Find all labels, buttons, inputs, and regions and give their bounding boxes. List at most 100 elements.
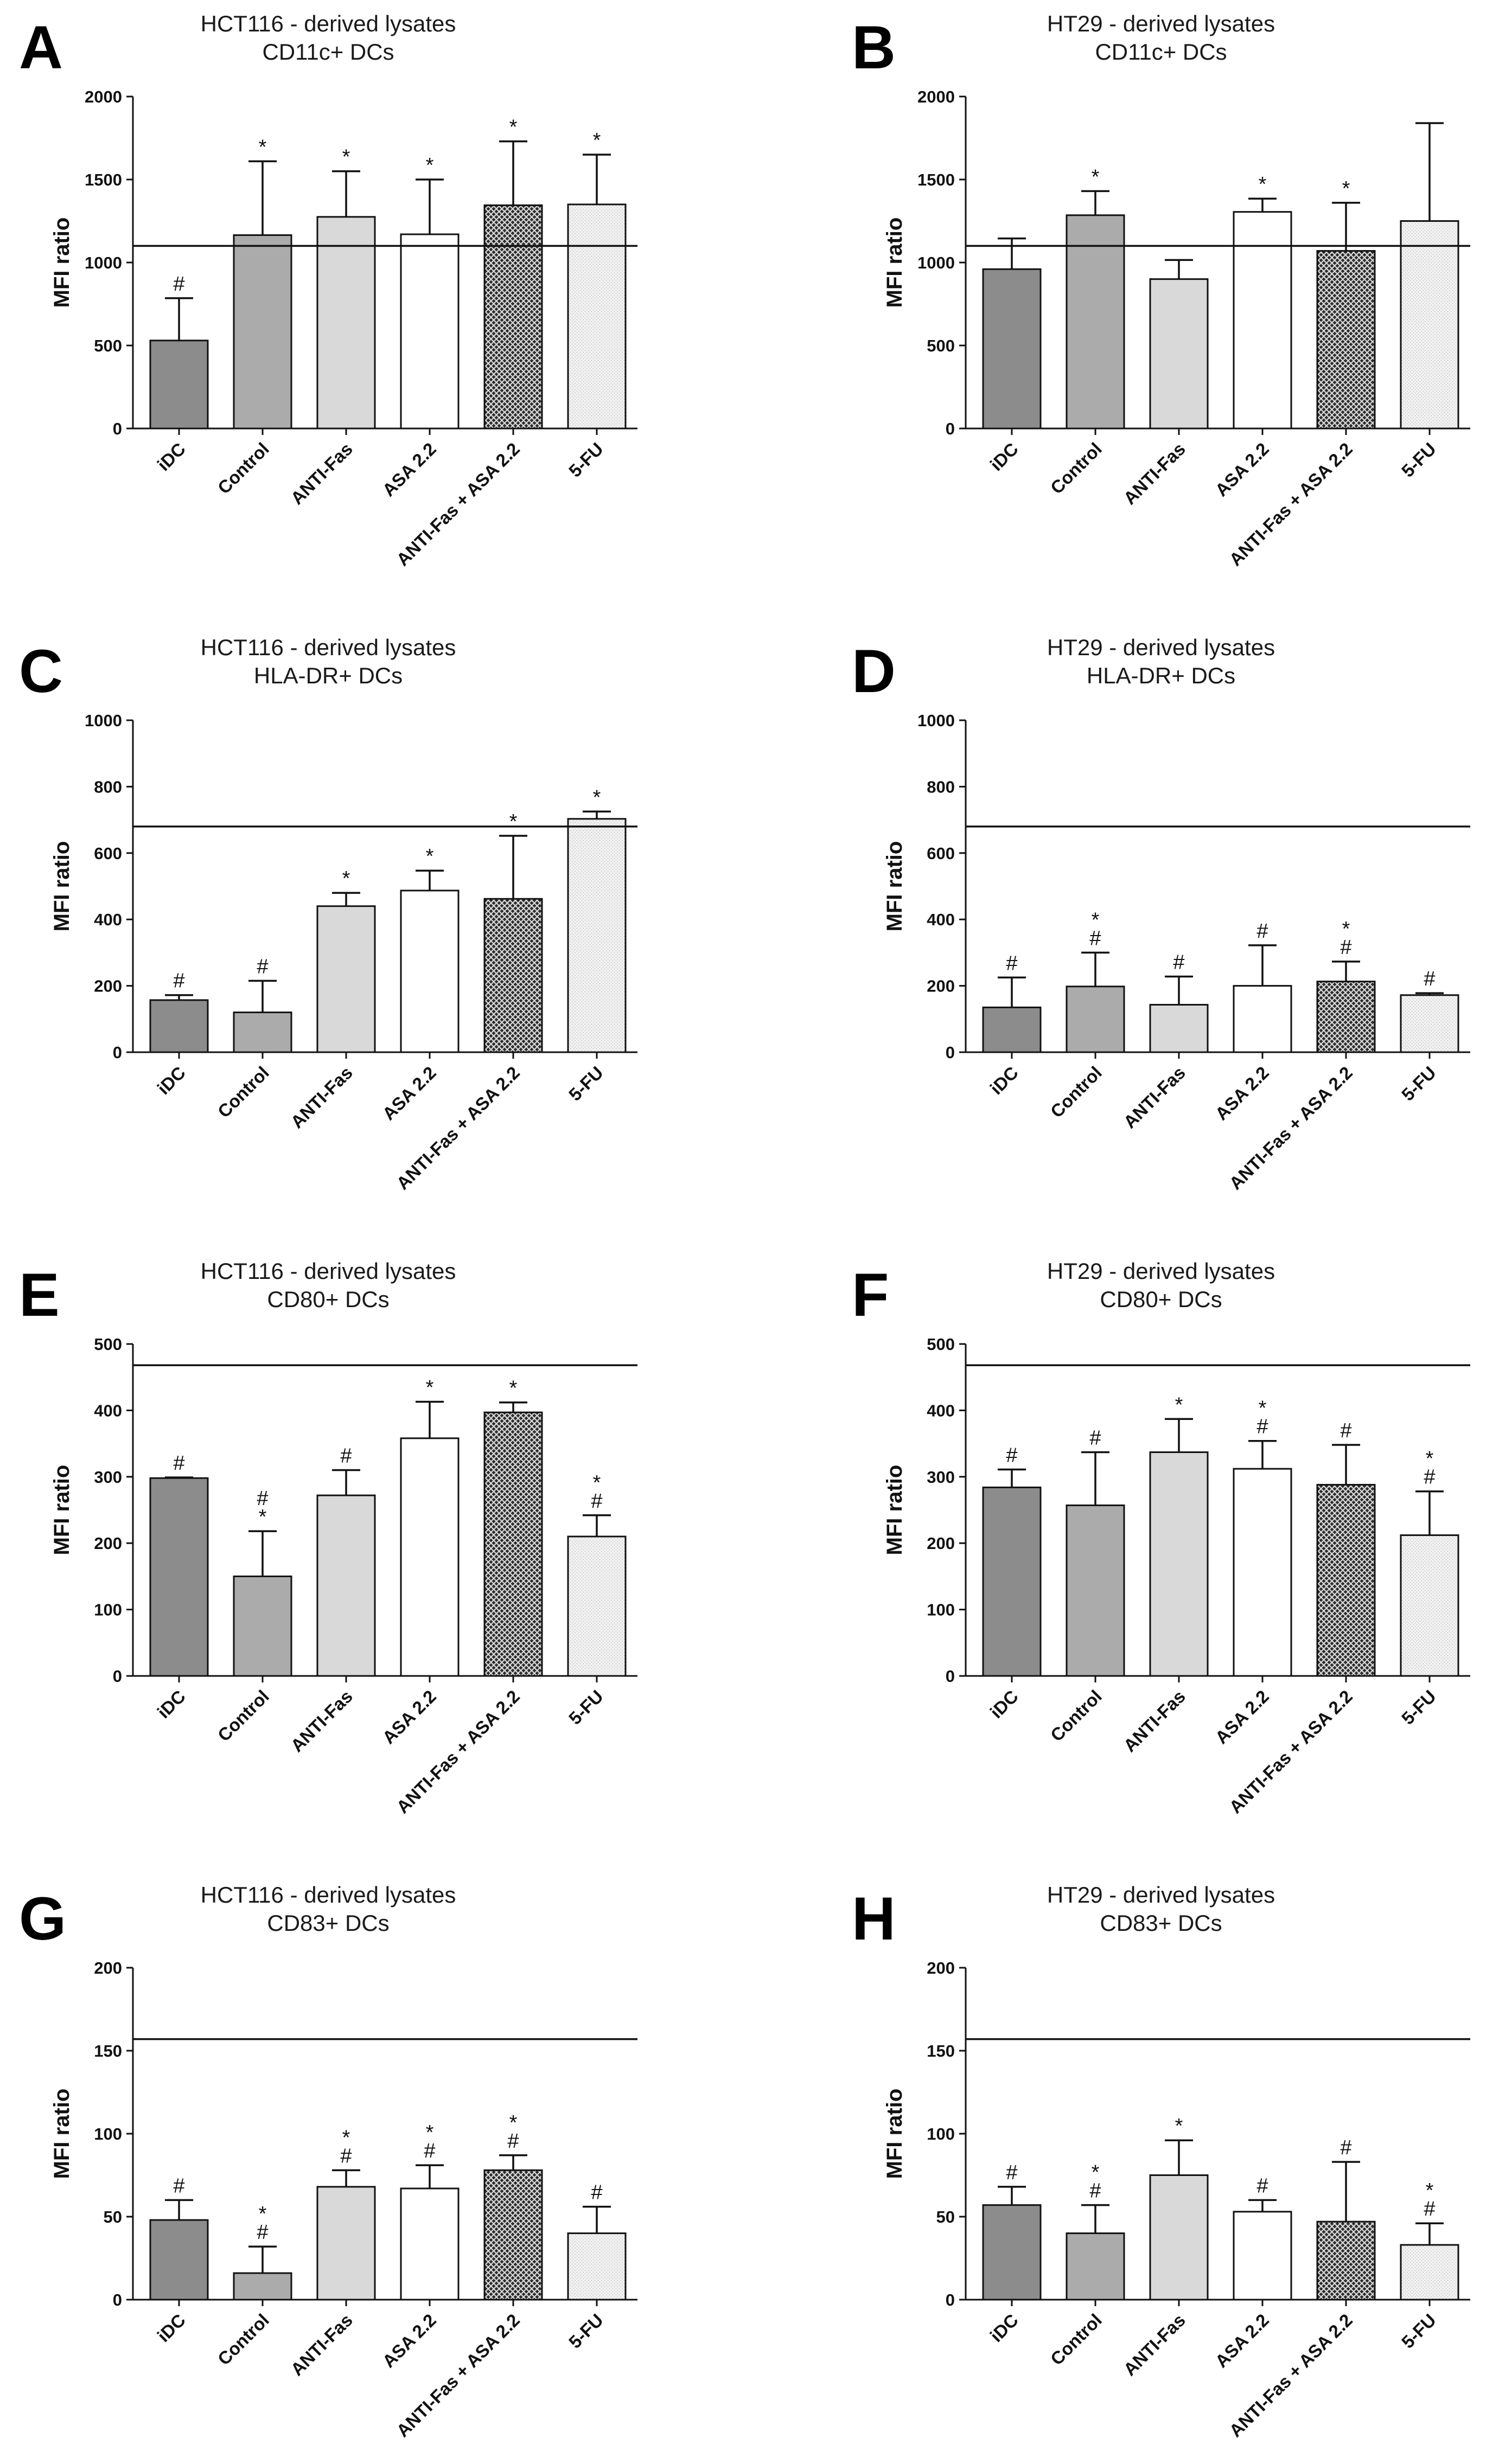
y-axis-label: MFI ratio [883,841,907,932]
panel-letter: B [852,14,896,81]
significance-mark: * [593,786,601,809]
significance-mark: # [1006,952,1017,975]
category-label: ANTI-Fas [286,2310,356,2380]
category-label: 5-FU [1398,1063,1440,1105]
category-label: ANTI-Fas [1119,439,1189,509]
significance-mark: # [1256,2174,1268,2197]
significance-mark: # [1424,2198,1435,2220]
y-tick-label: 1500 [917,170,955,189]
y-axis-label: MFI ratio [50,841,74,932]
y-tick-label: 0 [946,1043,955,1062]
category-label: ANTI-Fas [1119,2310,1189,2380]
y-tick-label: 500 [927,336,955,355]
category-label: ANTI-Fas [1119,1686,1189,1756]
y-tick-label: 0 [113,419,122,438]
significance-mark: # [1256,920,1268,943]
y-tick-label: 200 [927,1959,955,1977]
y-tick-label: 400 [94,1401,122,1420]
y-tick-label: 50 [936,2207,955,2226]
y-tick-label: 0 [113,2290,122,2309]
bar-4 [483,2169,543,2301]
bar-5 [567,1535,627,1677]
significance-mark: # [1089,2180,1101,2203]
category-label: Control [214,2310,273,2369]
significance-mark: * [1092,908,1100,931]
significance-mark: # [340,1445,352,1468]
significance-mark: * [426,1376,434,1399]
chart-title: HCT116 - derived lysates [201,1258,456,1284]
category-label: ASA 2.2 [378,439,439,500]
y-tick-label: 200 [927,1534,955,1553]
significance-mark: * [1426,1448,1434,1470]
chart-subtitle: HLA-DR+ DCs [254,663,403,688]
category-label: 5-FU [565,1063,607,1105]
bar-4 [1316,250,1376,430]
bar-3 [1233,1468,1292,1677]
significance-mark: # [591,1490,602,1513]
significance-mark: # [591,2181,602,2204]
panel-e: E HCT116 - derived lysates CD80+ DCs 0 100 20… [19,1258,637,1817]
bar-1 [233,1012,292,1053]
chart-subtitle: CD80+ DCs [1100,1287,1222,1312]
y-tick-label: 0 [113,1043,122,1062]
bar-0 [982,1006,1042,1053]
significance-mark: * [1342,177,1350,200]
y-tick-label: 200 [94,977,122,996]
chart-subtitle: CD83+ DCs [1100,1910,1222,1936]
y-tick-label: 100 [94,2124,122,2143]
significance-mark: # [173,2174,184,2197]
bar-0 [982,268,1042,430]
significance-mark: * [426,154,434,177]
significance-mark: * [342,867,350,890]
panel-letter: E [19,1261,60,1329]
bar-3 [400,1437,460,1677]
significance-mark: # [257,2221,268,2244]
y-tick-label: 800 [94,777,122,796]
category-label: ASA 2.2 [1211,1686,1272,1748]
bar-5 [567,818,627,1053]
chart-subtitle: HLA-DR+ DCs [1087,663,1235,688]
significance-mark: * [1342,918,1350,940]
bar-3 [1233,985,1292,1053]
bar-2 [1149,1003,1209,1053]
significance-mark: * [259,2203,267,2225]
category-label: 5-FU [1398,2310,1440,2352]
bar-5 [567,2232,627,2301]
chart-title: HT29 - derived lysates [1047,1258,1275,1284]
panel-c: C HCT116 - derived lysates HLA-DR+ DCs 0 200… [19,635,637,1193]
category-label: Control [1047,2310,1106,2369]
significance-mark: * [593,129,601,152]
bar-4 [483,1411,543,1677]
bar-1 [1066,214,1125,430]
y-tick-label: 150 [94,2041,122,2060]
category-label: iDC [154,1063,189,1098]
bar-2 [316,216,376,430]
bar-2 [316,1494,376,1677]
bar-3 [1233,211,1292,430]
y-axis-label: MFI ratio [50,1465,74,1556]
bar-3 [1233,2211,1292,2301]
significance-mark: * [426,2121,434,2144]
panel-letter: A [19,14,63,81]
bar-3 [400,233,460,430]
y-tick-label: 800 [927,777,955,796]
category-label: Control [214,439,273,498]
significance-mark: # [1256,1416,1268,1438]
y-tick-label: 1500 [85,170,122,189]
significance-mark: * [259,1506,267,1528]
category-label: iDC [154,2310,189,2346]
significance-mark: # [1173,951,1184,974]
y-tick-label: 1000 [917,711,955,730]
y-tick-label: 2000 [85,87,122,106]
bar-2 [1149,278,1209,430]
significance-mark: # [1424,1466,1435,1489]
panel-letter: F [852,1261,889,1329]
panel-f: F HT29 - derived lysates CD80+ DCs 0 100 200 3… [852,1258,1470,1817]
panel-a: A HCT116 - derived lysates CD11c+ DCs 0 500 1… [19,11,637,569]
significance-mark: * [509,1377,518,1400]
significance-mark: * [1259,1397,1267,1420]
y-tick-label: 0 [113,1667,122,1686]
category-label: iDC [986,439,1022,475]
bar-4 [1316,981,1376,1053]
